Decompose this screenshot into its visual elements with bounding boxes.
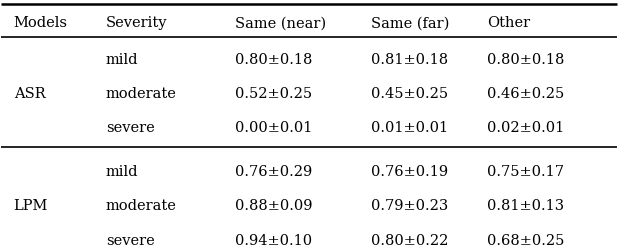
Text: 0.80±0.18: 0.80±0.18	[235, 53, 313, 67]
Text: LPM: LPM	[14, 200, 48, 213]
Text: 0.80±0.18: 0.80±0.18	[488, 53, 565, 67]
Text: 0.46±0.25: 0.46±0.25	[488, 87, 565, 101]
Text: Severity: Severity	[106, 16, 167, 30]
Text: 0.79±0.23: 0.79±0.23	[371, 200, 448, 213]
Text: moderate: moderate	[106, 87, 177, 101]
Text: 0.76±0.19: 0.76±0.19	[371, 165, 447, 179]
Text: 0.75±0.17: 0.75±0.17	[488, 165, 564, 179]
Text: ASR: ASR	[14, 87, 45, 101]
Text: 0.02±0.01: 0.02±0.01	[488, 121, 565, 135]
Text: Models: Models	[14, 16, 68, 30]
Text: 0.68±0.25: 0.68±0.25	[488, 234, 565, 247]
Text: moderate: moderate	[106, 200, 177, 213]
Text: mild: mild	[106, 53, 138, 67]
Text: Same (near): Same (near)	[235, 16, 326, 30]
Text: severe: severe	[106, 121, 154, 135]
Text: 0.88±0.09: 0.88±0.09	[235, 200, 313, 213]
Text: 0.45±0.25: 0.45±0.25	[371, 87, 447, 101]
Text: 0.94±0.10: 0.94±0.10	[235, 234, 312, 247]
Text: 0.52±0.25: 0.52±0.25	[235, 87, 312, 101]
Text: 0.81±0.18: 0.81±0.18	[371, 53, 447, 67]
Text: 0.01±0.01: 0.01±0.01	[371, 121, 447, 135]
Text: mild: mild	[106, 165, 138, 179]
Text: 0.80±0.22: 0.80±0.22	[371, 234, 448, 247]
Text: Other: Other	[488, 16, 530, 30]
Text: 0.00±0.01: 0.00±0.01	[235, 121, 313, 135]
Text: Same (far): Same (far)	[371, 16, 449, 30]
Text: 0.76±0.29: 0.76±0.29	[235, 165, 313, 179]
Text: 0.81±0.13: 0.81±0.13	[488, 200, 564, 213]
Text: severe: severe	[106, 234, 154, 247]
